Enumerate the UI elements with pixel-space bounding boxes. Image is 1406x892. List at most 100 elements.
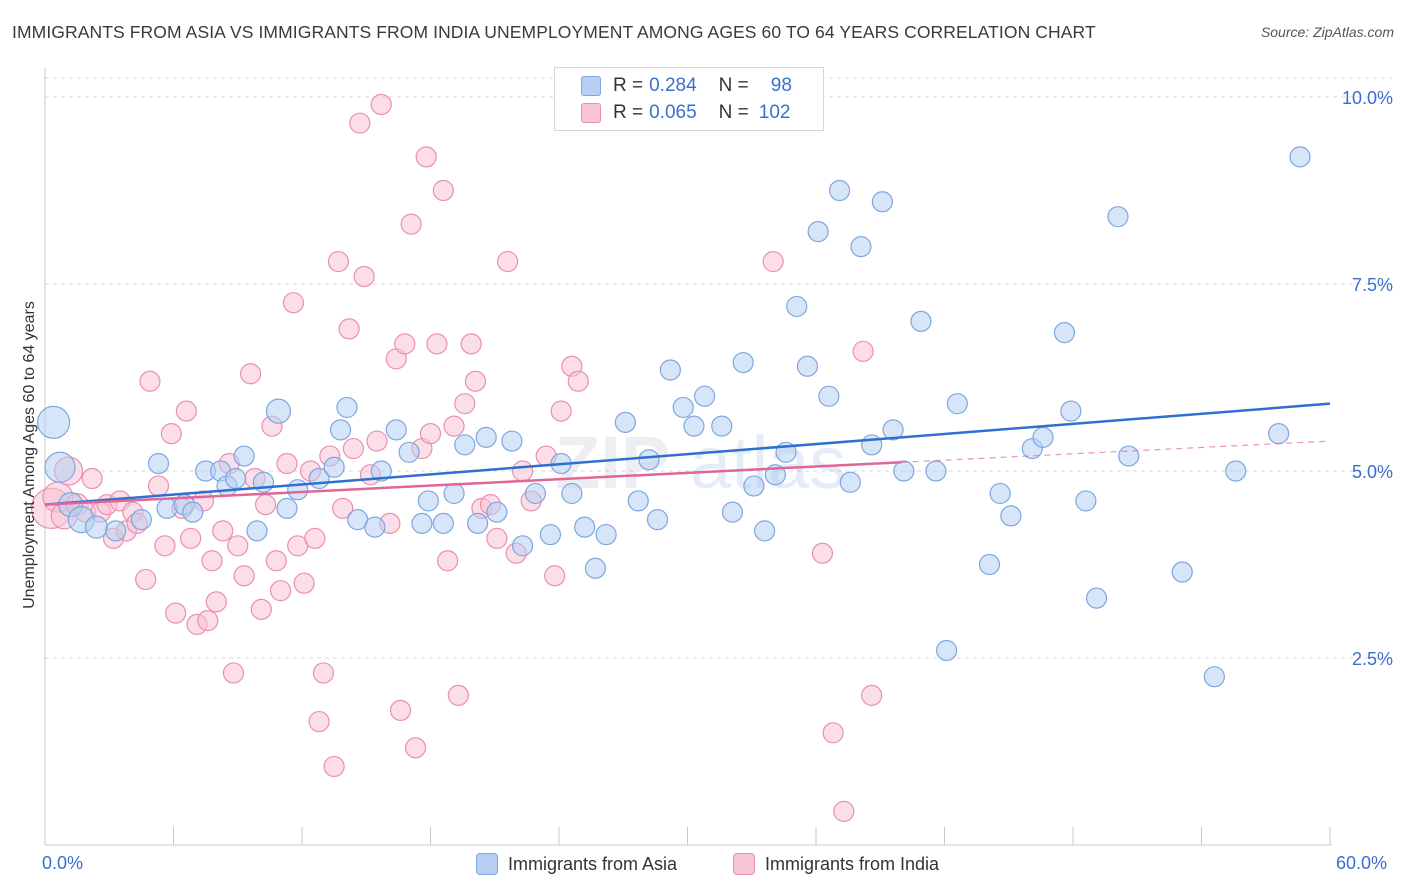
asia-point (475, 426, 497, 448)
india-swatch-icon (581, 103, 601, 123)
asia-point (443, 482, 465, 505)
asia-point (385, 419, 407, 441)
india-point (269, 580, 292, 602)
india-point (81, 467, 103, 490)
asia-point (946, 393, 968, 415)
india-trend-line (44, 461, 902, 506)
asia-point (978, 553, 1001, 576)
india-point (327, 250, 350, 273)
asia-point (871, 191, 893, 213)
india-point (201, 550, 223, 572)
india-point (338, 318, 360, 340)
asia-point (627, 490, 649, 512)
india-point (175, 400, 197, 422)
india-point (342, 437, 364, 460)
india-point (511, 460, 534, 482)
asia-r-value: 0.284 (649, 75, 697, 96)
asia-point (501, 430, 523, 452)
india-point (135, 568, 157, 591)
axes (44, 68, 1332, 846)
watermark-atlas: atlas (690, 421, 846, 504)
asia-point (595, 523, 617, 546)
asia-point (1118, 445, 1140, 467)
india-point (861, 684, 883, 707)
asia-point (753, 520, 776, 542)
x-tick-label-max: 60.0% (1336, 853, 1388, 873)
asia-point (417, 490, 439, 512)
asia-point (246, 520, 268, 542)
asia-point (105, 520, 127, 542)
source-credit: Source: ZipAtlas.com (1260, 24, 1394, 40)
y-tick-label: 10.0% (1342, 88, 1393, 108)
india-point (486, 527, 508, 549)
india-point (349, 112, 371, 134)
india-point (762, 250, 784, 273)
asia-point (511, 535, 534, 557)
asia-point (467, 512, 489, 534)
bottom-legend-asia[interactable]: Immigrants from Asia (476, 852, 677, 876)
asia-point (265, 398, 292, 424)
asia-point (1203, 666, 1225, 688)
asia-point (574, 516, 596, 538)
asia-point (276, 497, 298, 519)
asia-point (796, 355, 819, 377)
india-point (443, 415, 465, 437)
asia-point (861, 434, 883, 456)
asia-point (84, 515, 109, 539)
asia-point (818, 385, 840, 407)
asia-point (925, 460, 947, 482)
asia-point (370, 460, 392, 482)
asia-point (411, 512, 433, 534)
asia-point (828, 179, 851, 202)
asia-point (1000, 505, 1022, 527)
asia-point (672, 396, 694, 419)
india-point (567, 370, 589, 392)
asia-trend-line (44, 402, 1331, 506)
india-point (197, 609, 219, 632)
india-point (400, 213, 422, 235)
india-point (353, 265, 375, 288)
asia-r-label: R = (613, 75, 644, 96)
india-point (222, 662, 245, 684)
asia-point (44, 451, 76, 483)
india-legend-swatch-icon (733, 853, 755, 875)
asia-point (486, 501, 508, 523)
india-point (165, 602, 187, 624)
india-trend-line-extension (901, 440, 1331, 463)
asia-point (539, 523, 562, 546)
asia-point (732, 351, 754, 374)
india-legend-label: Immigrants from India (765, 853, 940, 874)
bottom-legend-india[interactable]: Immigrants from India (733, 852, 939, 876)
india-point (282, 292, 305, 314)
asia-point (614, 411, 636, 433)
india-point (464, 370, 487, 392)
asia-n-label: N = (718, 75, 749, 96)
india-point (250, 598, 272, 620)
india-point (265, 550, 287, 572)
asia-point (364, 516, 386, 538)
asia-point (839, 471, 861, 493)
india-point (544, 565, 566, 587)
asia-point (233, 445, 255, 467)
india-n-value: 102 (758, 102, 791, 123)
india-point (415, 146, 437, 168)
asia-point (454, 434, 476, 456)
india-point (212, 520, 234, 542)
asia-swatch-icon (581, 76, 601, 96)
india-point (370, 93, 392, 116)
india-point (822, 722, 844, 744)
india-point (304, 527, 326, 549)
india-point (139, 370, 161, 392)
asia-point (182, 501, 204, 523)
asia-point (1267, 423, 1290, 445)
india-point (240, 363, 262, 385)
y-tick-label: 2.5% (1352, 649, 1393, 669)
india-point (447, 684, 469, 707)
india-point (233, 565, 255, 587)
asia-point (130, 509, 152, 531)
asia-point (1289, 146, 1311, 168)
india-point (276, 452, 298, 475)
india-point (394, 333, 416, 355)
asia-points (36, 146, 1311, 688)
